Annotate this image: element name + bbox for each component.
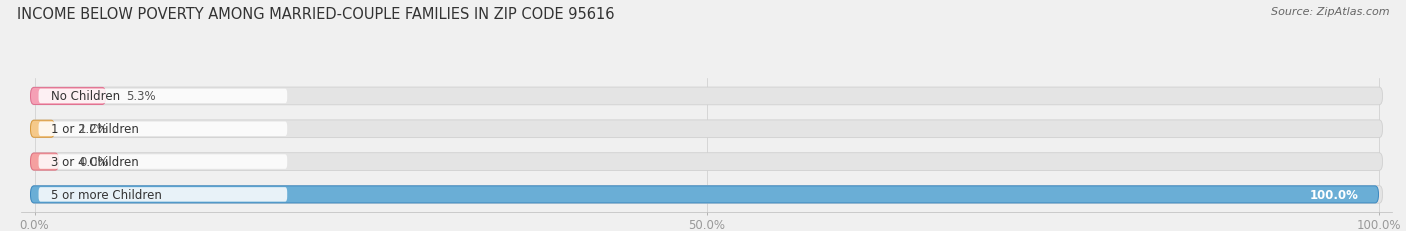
FancyBboxPatch shape <box>31 186 1378 203</box>
FancyBboxPatch shape <box>31 88 1382 105</box>
FancyBboxPatch shape <box>38 155 287 169</box>
FancyBboxPatch shape <box>31 153 1382 171</box>
FancyBboxPatch shape <box>31 120 1382 138</box>
Text: 5 or more Children: 5 or more Children <box>51 188 162 201</box>
FancyBboxPatch shape <box>31 186 1382 203</box>
FancyBboxPatch shape <box>38 89 287 104</box>
FancyBboxPatch shape <box>38 187 287 202</box>
Text: 5.3%: 5.3% <box>127 90 156 103</box>
FancyBboxPatch shape <box>31 88 105 105</box>
Text: INCOME BELOW POVERTY AMONG MARRIED-COUPLE FAMILIES IN ZIP CODE 95616: INCOME BELOW POVERTY AMONG MARRIED-COUPL… <box>17 7 614 22</box>
Text: 3 or 4 Children: 3 or 4 Children <box>51 155 138 168</box>
FancyBboxPatch shape <box>31 121 55 138</box>
Text: 1 or 2 Children: 1 or 2 Children <box>51 123 139 136</box>
Text: No Children: No Children <box>51 90 120 103</box>
Text: 1.2%: 1.2% <box>79 123 108 136</box>
Text: 0.0%: 0.0% <box>79 155 108 168</box>
Text: Source: ZipAtlas.com: Source: ZipAtlas.com <box>1271 7 1389 17</box>
FancyBboxPatch shape <box>38 122 287 136</box>
Text: 100.0%: 100.0% <box>1309 188 1358 201</box>
FancyBboxPatch shape <box>31 153 59 170</box>
